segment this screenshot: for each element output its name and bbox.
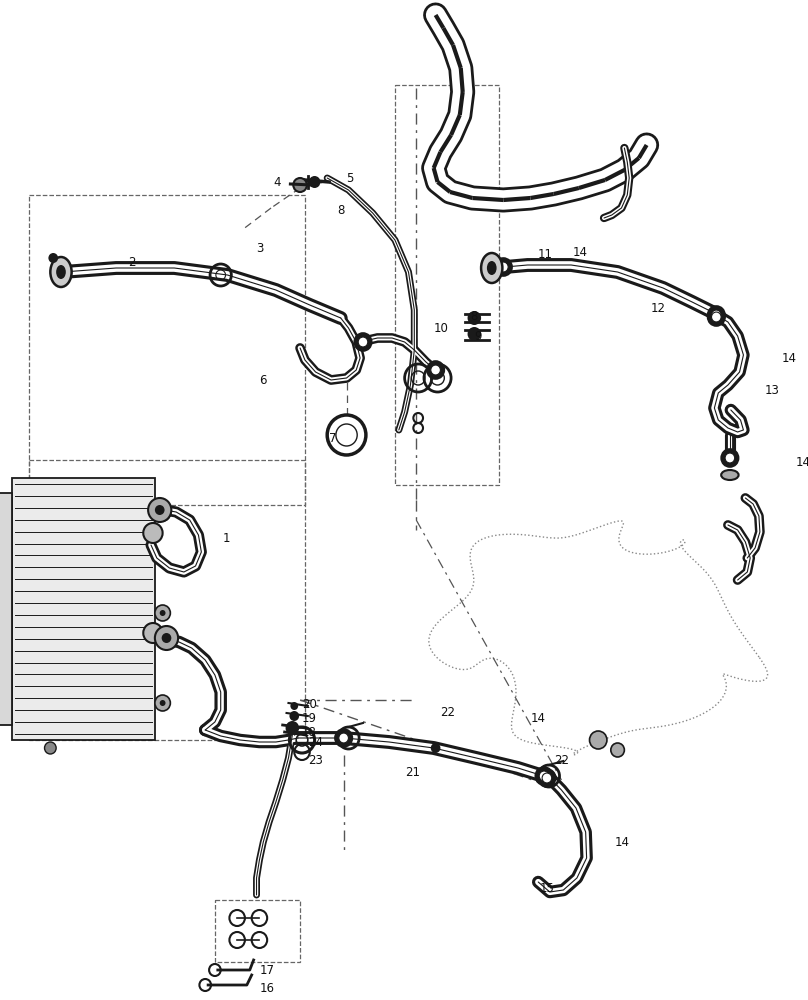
Text: 5: 5 xyxy=(347,172,354,184)
Circle shape xyxy=(143,523,162,543)
Circle shape xyxy=(354,333,372,351)
Circle shape xyxy=(160,510,166,516)
Circle shape xyxy=(708,306,725,324)
Circle shape xyxy=(285,721,299,735)
Circle shape xyxy=(468,327,481,341)
Circle shape xyxy=(155,626,178,650)
Circle shape xyxy=(358,337,368,347)
Text: 14: 14 xyxy=(573,245,588,258)
Circle shape xyxy=(536,767,553,785)
Circle shape xyxy=(335,729,352,747)
Text: 7: 7 xyxy=(329,432,337,444)
Text: 3: 3 xyxy=(256,241,264,254)
Text: 21: 21 xyxy=(405,766,419,778)
Text: 18: 18 xyxy=(302,726,317,738)
Circle shape xyxy=(611,743,625,757)
Text: 24: 24 xyxy=(308,736,323,748)
Text: 13: 13 xyxy=(764,383,780,396)
Circle shape xyxy=(289,711,299,721)
Text: 17: 17 xyxy=(259,964,275,976)
Ellipse shape xyxy=(56,265,65,279)
Text: 23: 23 xyxy=(308,754,322,766)
Bar xyxy=(11,478,155,740)
Circle shape xyxy=(431,743,440,753)
Circle shape xyxy=(538,769,556,787)
Text: 8: 8 xyxy=(337,204,344,217)
Circle shape xyxy=(708,308,725,326)
Circle shape xyxy=(427,361,444,379)
Ellipse shape xyxy=(487,261,497,275)
Circle shape xyxy=(44,742,56,754)
Text: 6: 6 xyxy=(259,373,267,386)
Circle shape xyxy=(160,700,166,706)
Ellipse shape xyxy=(481,253,503,283)
Circle shape xyxy=(160,610,166,616)
Circle shape xyxy=(309,176,321,188)
Circle shape xyxy=(155,505,165,515)
Circle shape xyxy=(542,773,552,783)
Circle shape xyxy=(155,605,170,621)
Circle shape xyxy=(290,702,298,710)
Text: 10: 10 xyxy=(434,322,448,334)
Bar xyxy=(29,195,305,505)
Circle shape xyxy=(143,623,162,643)
Circle shape xyxy=(494,258,512,276)
Circle shape xyxy=(431,365,440,375)
Text: 22: 22 xyxy=(553,754,569,766)
Circle shape xyxy=(155,695,170,711)
Text: 1: 1 xyxy=(223,532,230,544)
Circle shape xyxy=(293,178,307,192)
Circle shape xyxy=(155,505,170,521)
Circle shape xyxy=(148,498,171,522)
Ellipse shape xyxy=(50,257,72,287)
Circle shape xyxy=(499,262,508,272)
Ellipse shape xyxy=(722,470,739,480)
Circle shape xyxy=(339,733,348,743)
Circle shape xyxy=(48,253,58,263)
Bar xyxy=(0,493,11,725)
Text: 9: 9 xyxy=(474,330,482,344)
Circle shape xyxy=(712,312,721,322)
Bar xyxy=(215,900,300,962)
Text: 2: 2 xyxy=(128,255,135,268)
Text: 20: 20 xyxy=(302,698,317,710)
Text: 14: 14 xyxy=(615,836,629,848)
Circle shape xyxy=(162,633,171,643)
Text: 15: 15 xyxy=(541,882,555,894)
Text: 14: 14 xyxy=(796,456,808,468)
Text: 22: 22 xyxy=(440,706,456,718)
Circle shape xyxy=(712,310,721,320)
Text: 8: 8 xyxy=(470,310,478,322)
Circle shape xyxy=(539,771,549,781)
Text: 14: 14 xyxy=(782,352,797,364)
Text: 14: 14 xyxy=(531,712,545,724)
Text: 16: 16 xyxy=(259,982,275,994)
Text: 4: 4 xyxy=(273,176,280,190)
Text: 11: 11 xyxy=(537,248,552,261)
Bar xyxy=(29,460,305,740)
Circle shape xyxy=(725,453,734,463)
Bar xyxy=(395,85,499,485)
Text: 19: 19 xyxy=(302,712,317,724)
Text: 12: 12 xyxy=(650,302,666,314)
Circle shape xyxy=(590,731,607,749)
Circle shape xyxy=(722,449,739,467)
Circle shape xyxy=(468,311,481,325)
